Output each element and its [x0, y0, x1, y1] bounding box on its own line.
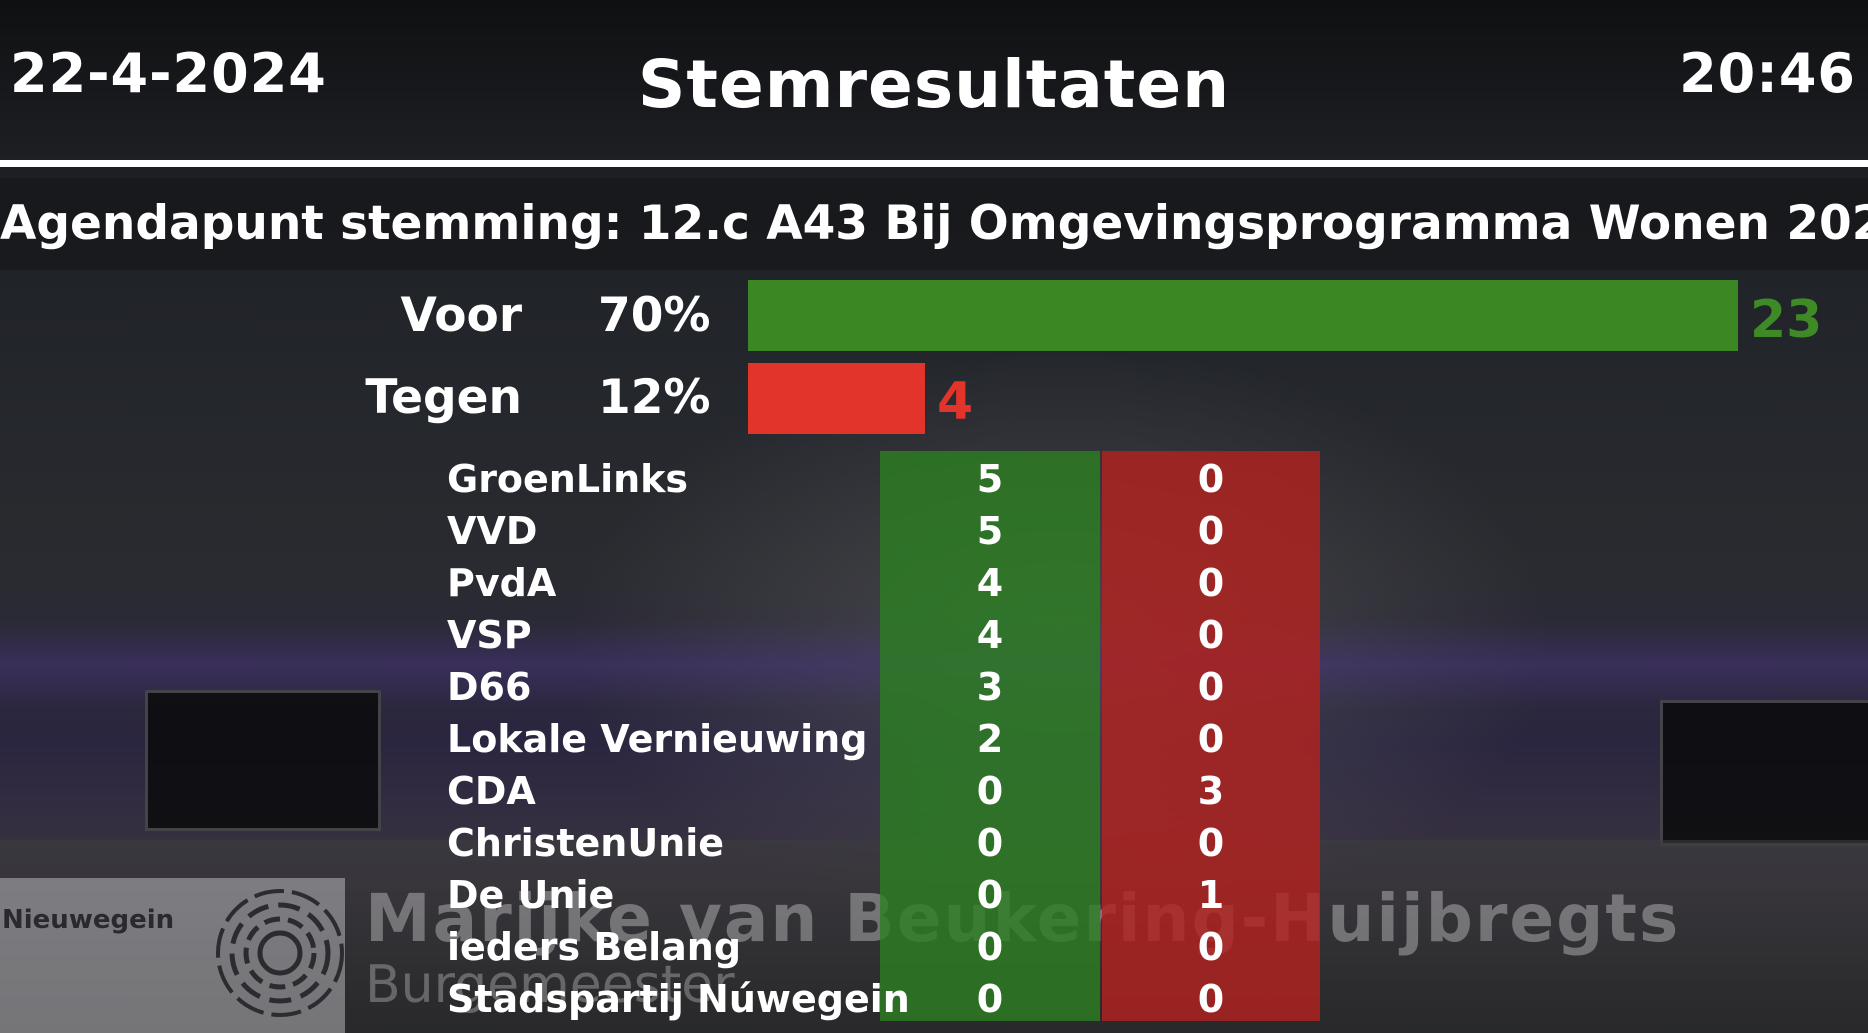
party-row: PvdA 4 0	[0, 555, 1868, 607]
party-row: ieders Belang 0 0	[0, 919, 1868, 971]
party-name: ieders Belang	[447, 925, 742, 969]
party-row: ChristenUnie 0 0	[0, 815, 1868, 867]
party-voor-count: 4	[976, 561, 1004, 605]
party-tegen-count: 0	[1197, 665, 1225, 709]
page-title: Stemresultaten	[637, 46, 1231, 123]
header-date: 22-4-2024	[10, 42, 327, 105]
party-row: VVD 5 0	[0, 503, 1868, 555]
party-voor-count: 2	[976, 717, 1004, 761]
party-row: Stadspartij Núwegein 0 0	[0, 971, 1868, 1023]
party-voor-column	[880, 451, 1100, 1021]
party-name: VSP	[447, 613, 532, 657]
header-divider	[0, 160, 1868, 167]
party-row: Lokale Vernieuwing 2 0	[0, 711, 1868, 763]
summary-voor-label: Voor	[400, 288, 522, 343]
party-tegen-count: 0	[1197, 977, 1225, 1021]
header-time: 20:46	[1679, 42, 1856, 105]
party-tegen-count: 0	[1197, 561, 1225, 605]
party-name: CDA	[447, 769, 536, 813]
party-voor-count: 0	[976, 873, 1004, 917]
summary-voor-bar	[748, 280, 1738, 351]
lower-third-speaker-role: Burgemeester	[365, 955, 735, 1015]
party-voor-count: 0	[976, 925, 1004, 969]
background-monitor-left	[145, 690, 381, 831]
nieuwegein-logo-icon	[216, 889, 344, 1017]
party-name: ChristenUnie	[447, 821, 725, 865]
summary-voor-percent: 70%	[598, 288, 711, 343]
party-name: GroenLinks	[447, 457, 689, 501]
agenda-band	[0, 178, 1868, 270]
summary-voor-count: 23	[1750, 290, 1823, 350]
agenda-item-title: Agendapunt stemming: 12.c A43 Bij Omgevi…	[0, 196, 1868, 251]
party-name: De Unie	[447, 873, 615, 917]
party-voor-count: 0	[976, 769, 1004, 813]
party-tegen-column	[1102, 451, 1320, 1021]
party-name: Stadspartij Núwegein	[447, 977, 910, 1021]
header-bar: 22-4-2024 Stemresultaten 20:46	[0, 0, 1868, 160]
party-row: D66 3 0	[0, 659, 1868, 711]
party-row: CDA 0 3	[0, 763, 1868, 815]
party-tegen-count: 0	[1197, 925, 1225, 969]
lower-third-brand: Nieuwegein	[2, 905, 175, 935]
party-voor-count: 5	[976, 457, 1004, 501]
party-row: GroenLinks 5 0	[0, 451, 1868, 503]
party-voor-count: 5	[976, 509, 1004, 553]
party-voor-count: 3	[976, 665, 1004, 709]
background-monitor-right	[1660, 700, 1868, 846]
summary-tegen-percent: 12%	[598, 370, 711, 425]
party-name: VVD	[447, 509, 538, 553]
party-tegen-count: 0	[1197, 509, 1225, 553]
party-row: De Unie 0 1	[0, 867, 1868, 919]
party-name: PvdA	[447, 561, 557, 605]
summary-tegen-bar	[748, 363, 925, 434]
party-results-list: GroenLinks 5 0 VVD 5 0 PvdA 4 0 VSP 4 0 D66 3 0 Lokale …	[0, 451, 1868, 1023]
party-tegen-count: 1	[1197, 873, 1225, 917]
party-name: Lokale Vernieuwing	[447, 717, 868, 761]
party-voor-count: 0	[976, 821, 1004, 865]
party-tegen-count: 0	[1197, 717, 1225, 761]
party-name: D66	[447, 665, 532, 709]
party-tegen-count: 0	[1197, 613, 1225, 657]
party-tegen-count: 0	[1197, 457, 1225, 501]
party-voor-count: 4	[976, 613, 1004, 657]
party-tegen-count: 3	[1197, 769, 1225, 813]
party-row: VSP 4 0	[0, 607, 1868, 659]
summary-tegen-label: Tegen	[365, 370, 522, 425]
party-voor-count: 0	[976, 977, 1004, 1021]
party-tegen-count: 0	[1197, 821, 1225, 865]
summary-tegen-count: 4	[937, 372, 974, 432]
